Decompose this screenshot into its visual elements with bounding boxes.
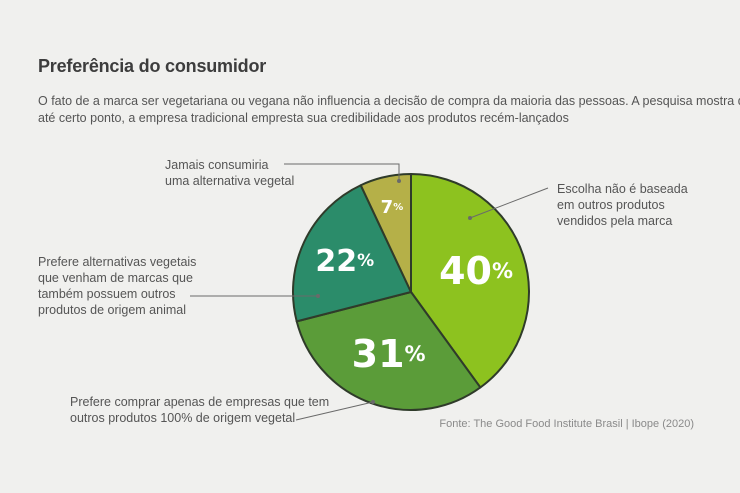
category-label-line: em outros produtos xyxy=(557,198,665,212)
leader-dot xyxy=(397,179,401,183)
slice-value-label: 40% xyxy=(439,249,513,293)
leader-dot xyxy=(468,216,472,220)
category-label-line: Prefere comprar apenas de empresas que t… xyxy=(70,395,330,409)
category-label-line: vendidos pela marca xyxy=(557,214,673,228)
leader-line xyxy=(284,163,400,181)
slice-prefere-vegetal xyxy=(295,291,482,411)
leader-dot xyxy=(316,294,320,298)
category-label-line: Escolha não é baseada xyxy=(557,182,688,196)
category-label-line: produtos de origem animal xyxy=(38,303,186,317)
category-label-prefere-vegetal: Prefere comprar apenas de empresas que t… xyxy=(70,394,329,426)
category-label-prefere-marcas: Prefere alternativas vegetais que venham… xyxy=(38,254,196,318)
slice-value-label: 7% xyxy=(381,196,404,217)
source-note: Fonte: The Good Food Institute Brasil | … xyxy=(439,418,694,430)
slice-value-label: 31% xyxy=(352,332,426,376)
slice-jamais xyxy=(359,173,412,293)
subtitle-line: O fato de a marca ser vegetariana ou veg… xyxy=(38,94,740,108)
category-label-line: uma alternativa vegetal xyxy=(165,174,295,188)
subtitle-line: até certo ponto, a empresa tradicional e… xyxy=(38,111,569,125)
category-label-jamais: Jamais consumiria uma alternativa vegeta… xyxy=(165,157,294,189)
category-label-line: Jamais consumiria xyxy=(165,158,269,172)
category-label-escolha: Escolha não é baseada em outros produtos… xyxy=(557,181,688,229)
leader-line xyxy=(469,187,549,219)
category-label-line: outros produtos 100% de origem vegetal xyxy=(70,411,296,425)
category-label-line: que venham de marcas que xyxy=(38,271,193,285)
leader-dot xyxy=(371,400,375,404)
category-label-line: também possuem outros xyxy=(38,287,176,301)
slice-escolha xyxy=(410,173,530,389)
slice-prefere-marcas xyxy=(292,184,412,323)
category-label-line: Prefere alternativas vegetais xyxy=(38,255,197,269)
chart-subtitle: O fato de a marca ser vegetariana ou veg… xyxy=(38,93,740,127)
slice-value-label: 22% xyxy=(315,243,374,278)
leader-line xyxy=(295,401,374,421)
chart-title: Preferência do consumidor xyxy=(38,56,267,76)
